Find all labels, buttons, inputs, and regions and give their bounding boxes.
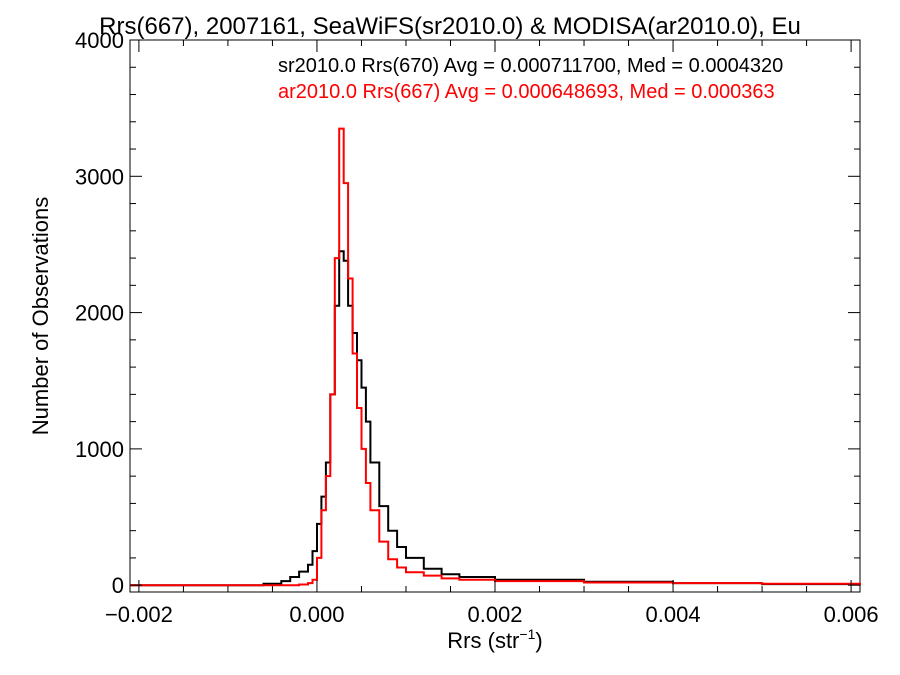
x-tick-label: 0.002 [467, 602, 522, 627]
series-layer [130, 127, 861, 587]
y-tick-label: 4000 [75, 28, 124, 53]
series-line-1 [130, 250, 861, 587]
ticks-layer: −0.002 0.000 0.002 0.004 0.006 0 1000 2000 3000 4… [75, 28, 879, 627]
x-tick-label: 0.006 [824, 602, 879, 627]
legend-entry-series-1: sr2010.0 Rrs(670) Avg = 0.000711700, Med… [278, 55, 783, 77]
x-tick-label: 0.000 [289, 602, 344, 627]
y-axis-label: Number of Observations [28, 197, 53, 435]
plot-area [129, 39, 861, 593]
x-axis-label-end: ) [535, 628, 542, 653]
chart-title: Rrs(667), 2007161, SeaWiFS(sr2010.0) & M… [99, 13, 801, 40]
x-axis-label-superscript: −1 [519, 626, 535, 642]
plot-frame [129, 39, 861, 593]
y-tick-label: 0 [112, 573, 124, 598]
y-tick-label: 3000 [75, 164, 124, 189]
x-axis-label: Rrs (str−1) [447, 626, 542, 653]
legend-entry-series-2: ar2010.0 Rrs(667) Avg = 0.000648693, Med… [278, 81, 775, 103]
series-line-2 [130, 127, 861, 587]
legend: sr2010.0 Rrs(670) Avg = 0.000711700, Med… [278, 55, 783, 103]
x-axis-label-main: Rrs (str [447, 628, 519, 653]
x-tick-label: 0.004 [646, 602, 701, 627]
y-tick-label: 1000 [75, 437, 124, 462]
x-tick-label: −0.002 [105, 602, 173, 627]
y-tick-label: 2000 [75, 301, 124, 326]
